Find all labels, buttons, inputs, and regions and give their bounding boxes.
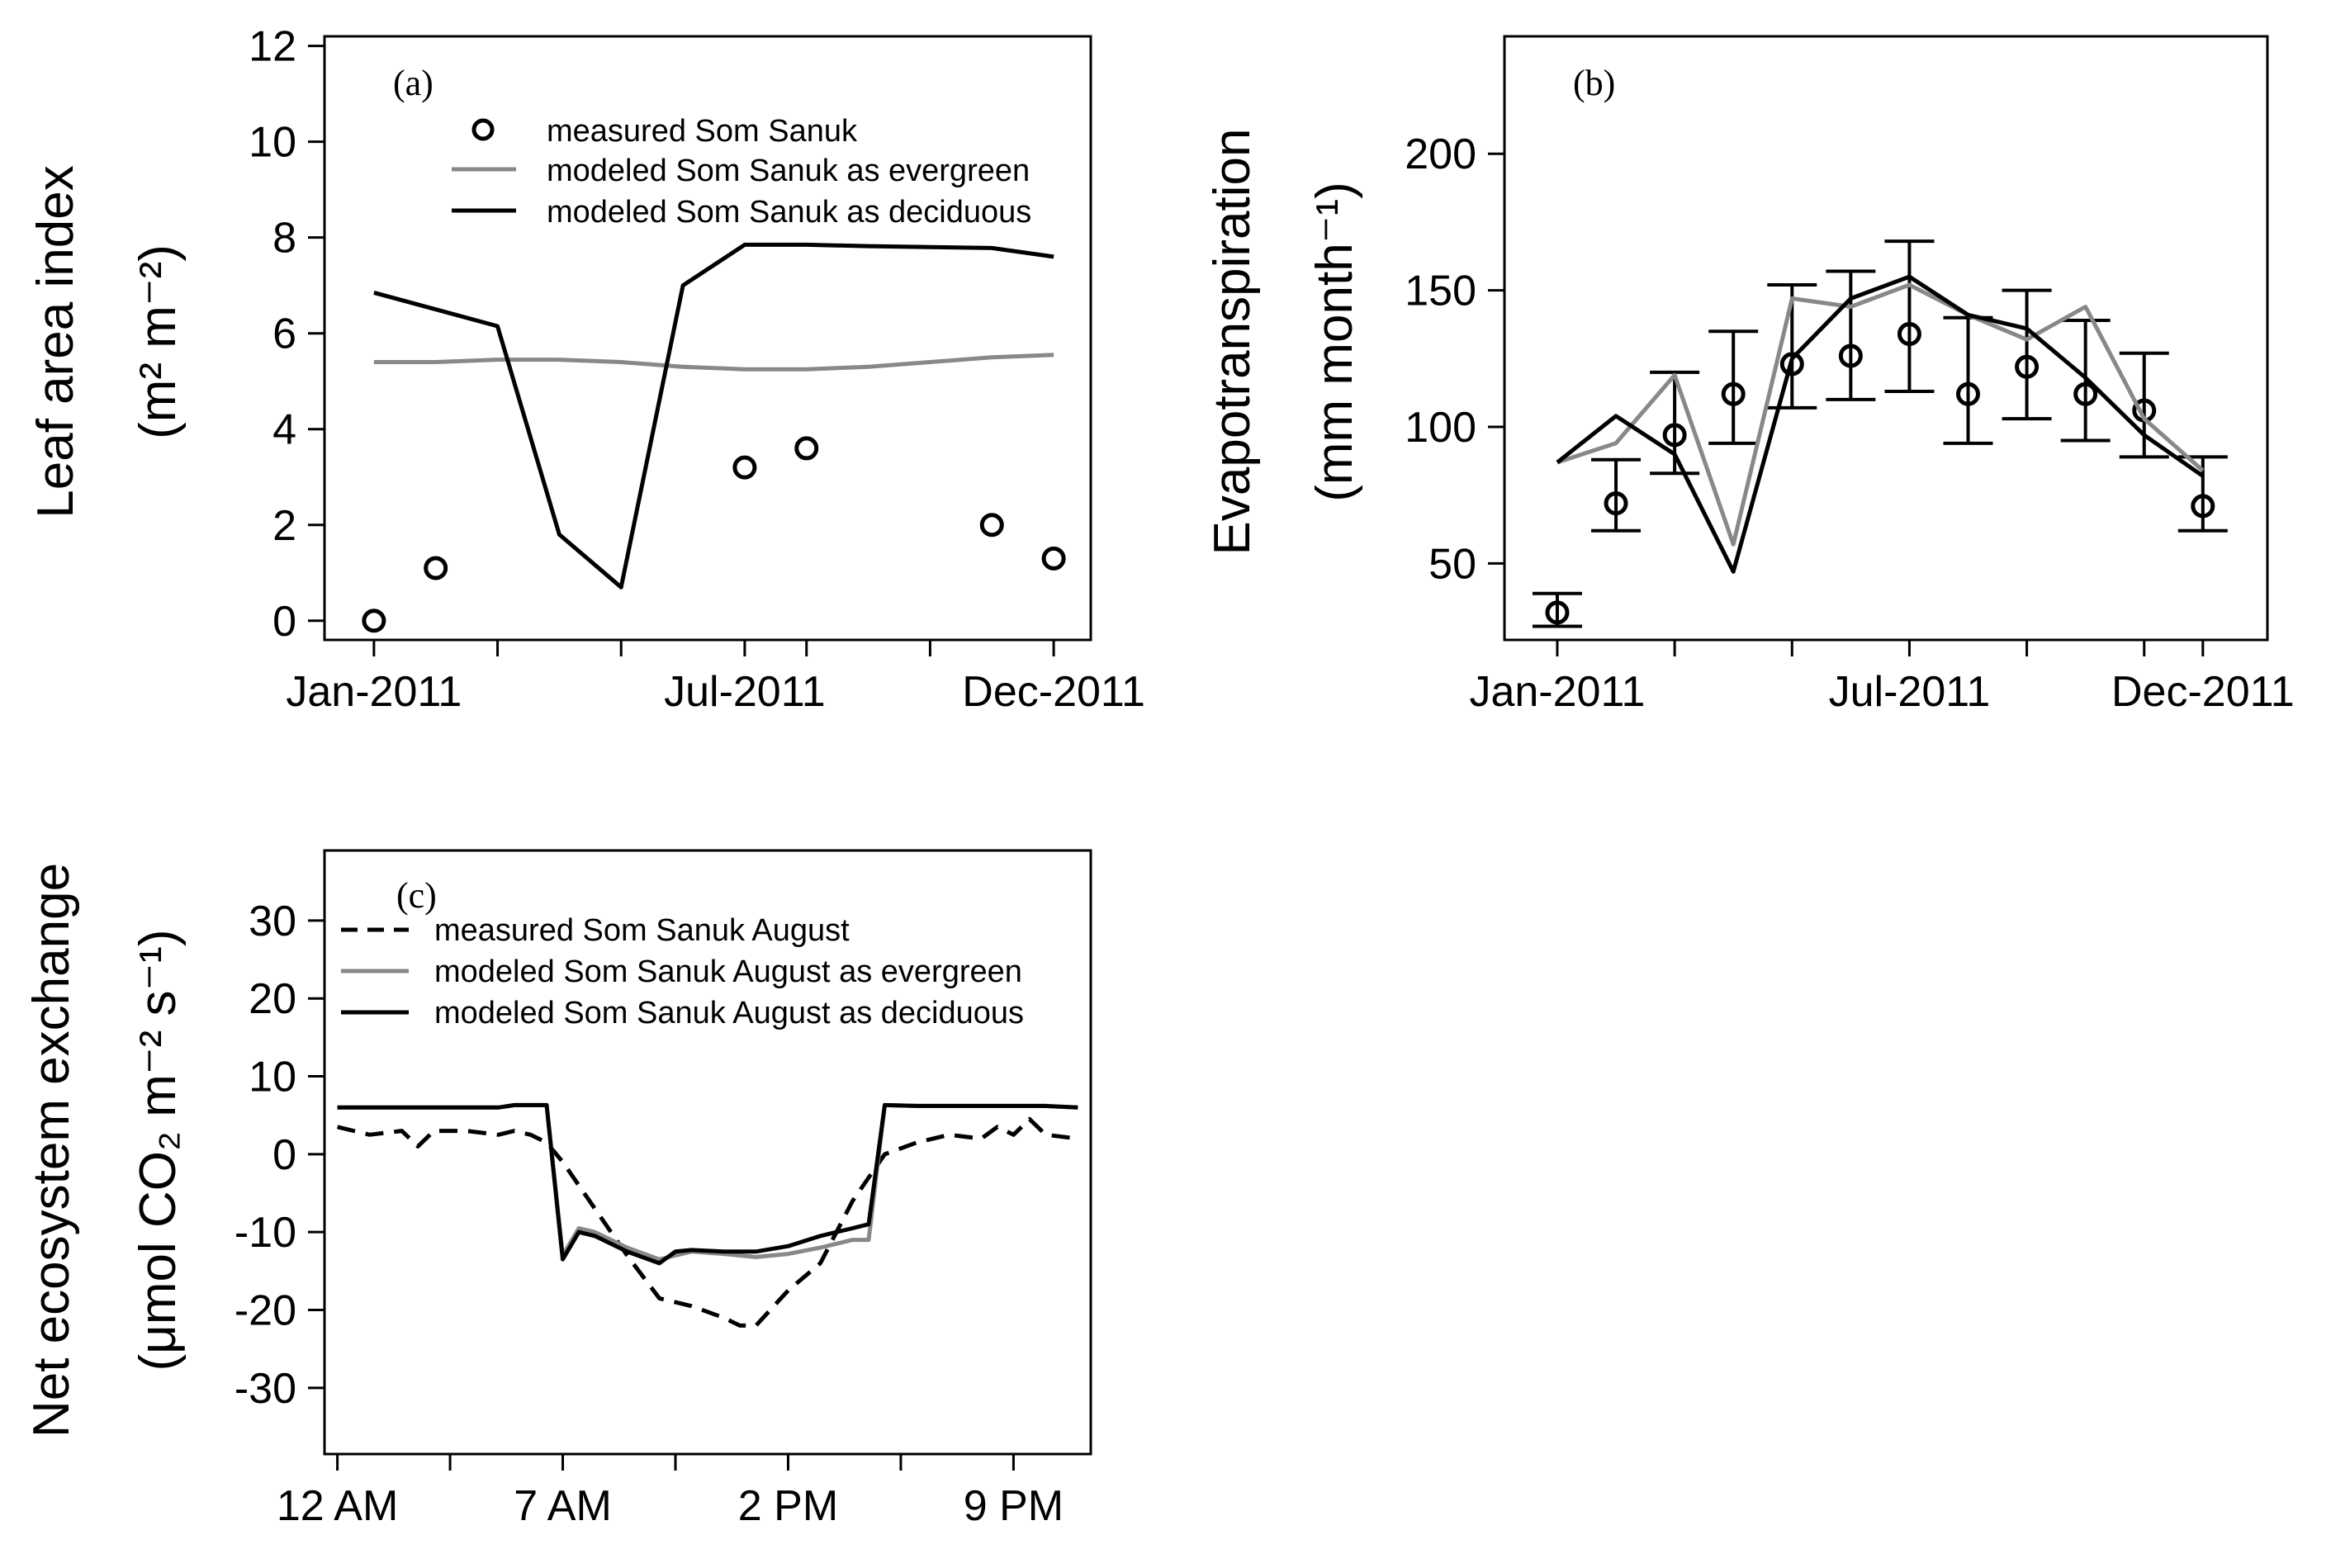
measured-point [424, 556, 448, 580]
series-line-deciduous [337, 1102, 1078, 1266]
y-tick-label: 8 [272, 215, 296, 263]
legend-measured-label: measured Som Sanuk [547, 114, 858, 149]
measured-point [1545, 600, 1570, 625]
panel-b-label: (b) [1573, 63, 1615, 103]
y-tick-label: 200 [1405, 130, 1476, 178]
panel-c-y-label: Net ecosystem exchange [23, 863, 80, 1438]
y-tick-label: 100 [1405, 404, 1476, 452]
panel-b-x-axis: Jan-2011 Jul-2011 Dec-2011 [1469, 640, 2295, 716]
y-tick-label: 2 [272, 502, 296, 550]
x-tick-label: 12 AM [277, 1482, 398, 1530]
measured-point [1662, 423, 1687, 448]
y-tick-label: 10 [249, 1054, 296, 1101]
y-tick-label: 6 [272, 310, 296, 358]
series-line-measured [337, 1116, 1078, 1328]
x-tick-label: 7 AM [514, 1482, 612, 1530]
legend-deciduous-label: modeled Som Sanuk as deciduous [547, 195, 1031, 230]
x-tick-label: Jan-2011 [1469, 668, 1645, 716]
panel-b-y-units: (mm month⁻¹) [1306, 182, 1363, 502]
x-tick-label: Jan-2011 [286, 668, 462, 716]
series-line-evergreen [373, 353, 1054, 372]
series-line-deciduous [1556, 274, 2205, 574]
legend-evergreen-label: modeled Som Sanuk as evergreen [547, 154, 1030, 188]
measured-point [1956, 381, 1981, 406]
measured-point [1897, 322, 1921, 347]
panel-b-plot [1532, 239, 2228, 628]
y-tick-label: 150 [1405, 268, 1476, 315]
panel-b-y-axis: 50 100 150 200 [1405, 130, 1504, 588]
measured-point [732, 455, 757, 480]
series-line-evergreen [337, 1102, 1078, 1262]
y-tick-label: -30 [235, 1365, 296, 1413]
measured-point [2191, 494, 2215, 519]
panel-a-x-axis: Jan-2011 Jul-2011 Dec-2011 [286, 640, 1145, 716]
x-tick-label: Jul-2011 [1829, 668, 1991, 716]
x-tick-label: 9 PM [964, 1482, 1064, 1530]
measured-point [1721, 381, 1746, 406]
panel-a-y-units: (m² m⁻²) [130, 244, 187, 439]
measured-point [1604, 491, 1628, 516]
panel-c-legend: measured Som Sanuk August modeled Som Sa… [341, 913, 1024, 1030]
legend-measured-marker [471, 118, 495, 141]
panel-b-y-label: Evapotranspiration [1204, 129, 1261, 556]
panel-a-plot [362, 242, 1066, 633]
measured-point [362, 609, 386, 633]
y-tick-label: 0 [272, 1131, 296, 1179]
measured-point [979, 513, 1004, 538]
panel-c-plot [337, 1102, 1078, 1328]
panel-a-label: (a) [393, 63, 434, 103]
panel-c-y-units: (μmol CO₂ m⁻² s⁻¹) [130, 929, 187, 1371]
panel-c-y-axis: -30 -20 -10 0 10 20 30 [235, 898, 325, 1413]
panel-a-y-label: Leaf area index [27, 165, 84, 518]
y-tick-label: -10 [235, 1209, 296, 1257]
y-tick-label: -20 [235, 1287, 296, 1335]
panel-c-frame [323, 849, 1092, 1456]
legend-evergreen-august-label: modeled Som Sanuk August as evergreen [434, 955, 1022, 989]
y-tick-label: 4 [272, 406, 296, 454]
measured-point [2015, 354, 2040, 379]
y-tick-label: 20 [249, 975, 296, 1023]
panel-a-y-axis: 0 2 4 6 8 10 12 [249, 23, 325, 646]
x-tick-label: 2 PM [738, 1482, 838, 1530]
x-tick-label: Jul-2011 [664, 668, 826, 716]
y-tick-label: 30 [249, 898, 296, 945]
legend-measured-august-label: measured Som Sanuk August [434, 913, 850, 948]
panel-c-label: (c) [396, 875, 437, 916]
legend-deciduous-august-label: modeled Som Sanuk August as deciduous [434, 996, 1024, 1030]
y-tick-label: 10 [249, 119, 296, 167]
panel-a-leaf-area-index: 0 2 4 6 8 10 12 Jan-2011 Jul-2011 Dec-2011 (a) L… [27, 23, 1145, 716]
panel-b-evapotranspiration: 50 100 150 200 Jan-2011 Jul-2011 Dec-2011 (b)… [1204, 35, 2295, 716]
y-tick-label: 12 [249, 23, 296, 71]
measured-point [1838, 343, 1863, 368]
measured-point [794, 436, 819, 461]
measured-point [2073, 381, 2098, 406]
y-tick-label: 50 [1428, 540, 1476, 588]
measured-point [1041, 546, 1066, 571]
panel-a-legend: measured Som Sanuk modeled Som Sanuk as … [452, 114, 1031, 230]
series-line-deciduous [373, 242, 1054, 590]
panel-b-frame [1503, 35, 2269, 642]
panel-c-x-axis: 12 AM 7 AM 2 PM 9 PM [277, 1454, 1064, 1530]
x-tick-label: Dec-2011 [2111, 668, 2295, 716]
panel-a-frame [323, 35, 1092, 642]
panel-c-net-ecosystem-exchange: -30 -20 -10 0 10 20 30 12 AM 7 AM 2 PM 9 PM (c) N… [23, 849, 1092, 1530]
x-tick-label: Dec-2011 [962, 668, 1145, 716]
series-line-evergreen [1556, 282, 2205, 547]
y-tick-label: 0 [272, 598, 296, 646]
measured-point [1779, 352, 1804, 377]
